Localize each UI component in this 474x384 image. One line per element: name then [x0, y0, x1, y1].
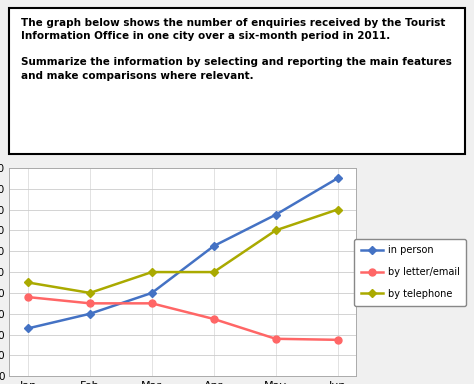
FancyBboxPatch shape: [9, 8, 465, 154]
in person: [25, 326, 31, 331]
in person: [273, 212, 279, 217]
by letter/email: [273, 336, 279, 341]
Legend: in person, by letter/email, by telephone: in person, by letter/email, by telephone: [355, 238, 466, 306]
by letter/email: [87, 301, 93, 306]
Line: by letter/email: by letter/email: [25, 294, 341, 343]
by telephone: [25, 280, 31, 285]
by telephone: [211, 270, 217, 275]
by telephone: [87, 291, 93, 295]
by telephone: [149, 270, 155, 275]
by letter/email: [335, 338, 340, 342]
Text: The graph below shows the number of enquiries received by the Tourist
Informatio: The graph below shows the number of enqu…: [21, 18, 452, 81]
by letter/email: [211, 317, 217, 321]
in person: [149, 291, 155, 295]
Line: in person: in person: [25, 175, 341, 331]
by letter/email: [25, 295, 31, 300]
in person: [335, 176, 340, 180]
by telephone: [335, 207, 340, 212]
in person: [211, 244, 217, 248]
by telephone: [273, 228, 279, 233]
by letter/email: [149, 301, 155, 306]
Line: by telephone: by telephone: [25, 206, 341, 296]
in person: [87, 311, 93, 316]
